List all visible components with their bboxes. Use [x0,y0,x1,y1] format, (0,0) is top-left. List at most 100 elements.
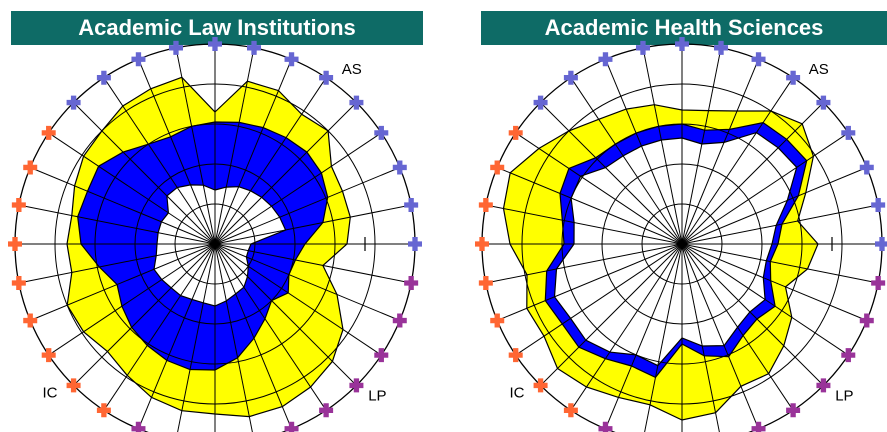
spoke [681,243,794,411]
rim-marker-ic [478,197,493,212]
spoke [103,243,216,411]
rim-markers [8,37,422,432]
rim-marker-ic [533,378,548,393]
rim-marker-as [284,52,299,67]
rim-marker-ic [11,276,26,291]
spoke [214,47,255,245]
spoke [497,167,683,245]
spoke [681,167,867,245]
rim-marker-as [533,95,548,110]
rim-marker-as [563,70,578,85]
spoke [485,243,683,284]
group-label-ic: IC [510,385,525,402]
rim-marker-ic [8,237,22,251]
group-label-as: AS [342,61,362,78]
spoke [214,243,253,432]
rim-marker-as [374,125,389,140]
radar-chart-law: AS LP IC [8,37,422,432]
spoke [73,243,216,386]
spoke [681,102,824,245]
rim-marker-ic [490,160,505,175]
rim-marker-ic [23,313,38,328]
spoke [681,132,849,245]
spoke [214,243,292,429]
rim-marker-as [859,160,874,175]
rim-marker-ic [66,378,81,393]
rim-marker-ic [508,348,523,363]
rim-marker-ic [490,313,505,328]
rim-marker-as [349,95,364,110]
group-label-lp: LP [835,387,853,404]
group-label-lp: LP [368,387,386,404]
rim-marker-lp [598,421,613,432]
spoke [605,59,683,245]
spoke [681,204,879,245]
rim-marker-as [168,40,183,55]
rim-marker-ic [475,237,489,251]
spoke [103,77,216,245]
spoke [214,243,400,321]
spoke [214,59,292,245]
spoke [605,243,683,429]
spoke [175,47,216,245]
rim-marker-as [841,125,856,140]
rim-marker-ic [478,276,493,291]
rim-marker-as [247,40,262,55]
spoke [681,59,759,245]
spoke [681,243,879,284]
rim-marker-lp [131,421,146,432]
spoke [138,59,216,245]
spoke [18,204,216,245]
rim-marker-as [131,52,146,67]
rim-marker-lp [374,348,389,363]
spoke [515,132,683,245]
rim-marker-ic [563,403,578,418]
rim-marker-as [319,70,334,85]
chart-title: Academic Health Sciences [481,11,887,45]
spoke [570,243,683,411]
group-label-ic: IC [43,385,58,402]
rim-marker-as [635,40,650,55]
rim-marker-lp [349,378,364,393]
spoke [48,132,216,245]
spoke [48,243,216,356]
rim-marker-as [675,37,689,51]
group-label-as: AS [809,61,829,78]
spoke [515,243,683,356]
spoke [177,243,216,432]
rim-marker-as [786,70,801,85]
rim-marker-lp [319,403,334,418]
spoke [497,243,683,321]
spoke [138,243,216,429]
spoke [681,77,794,245]
rim-marker-lp [859,313,874,328]
radar-panel-health: Academic Health Sciences AS LP IC [467,0,887,432]
rim-marker-as [875,237,887,251]
rim-marker-as [714,40,729,55]
spoke [540,102,683,245]
spoke [644,243,683,432]
spoke [681,243,824,386]
spoke [18,243,216,284]
radar-panel-law: Academic Law Institutions AS LP IC [0,0,423,432]
rim-marker-as [598,52,613,67]
rim-marker-as [816,95,831,110]
spoke [73,102,216,245]
rim-marker-as [404,197,419,212]
rim-marker-lp [786,403,801,418]
spoke [681,243,867,321]
rim-marker-lp [392,313,407,328]
rim-marker-as [871,197,886,212]
spoke [681,47,722,245]
rim-marker-lp [841,348,856,363]
radar-chart-health: AS LP IC [475,37,887,432]
spoke [214,102,357,245]
spoke [214,132,382,245]
spoke [540,243,683,386]
spoke [642,47,683,245]
rim-marker-as [751,52,766,67]
spoke [214,243,327,411]
spoke [681,243,849,356]
rim-marker-ic [508,125,523,140]
spoke [681,243,759,429]
